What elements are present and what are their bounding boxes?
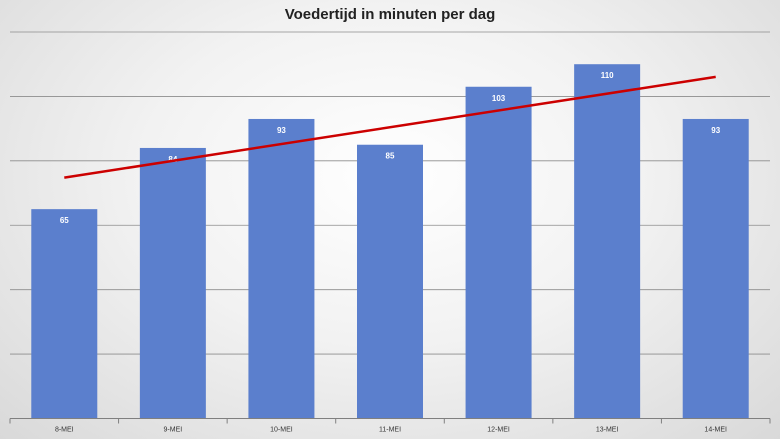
x-tick-label: 8-MEI xyxy=(55,427,74,434)
data-label: 103 xyxy=(492,94,506,103)
x-tick-label: 13-MEI xyxy=(596,427,619,434)
bar xyxy=(574,64,641,419)
bar xyxy=(465,86,532,419)
data-label: 110 xyxy=(601,71,614,80)
x-tick-label: 9-MEI xyxy=(164,427,183,434)
x-tick-label: 14-MEI xyxy=(704,427,727,434)
data-label: 85 xyxy=(386,152,395,161)
data-label: 65 xyxy=(60,216,69,225)
data-label: 93 xyxy=(277,126,286,135)
bar xyxy=(248,118,315,419)
data-label: 93 xyxy=(711,126,720,135)
chart-title: Voedertijd in minuten per dag xyxy=(284,6,496,23)
data-label: 84 xyxy=(168,155,177,164)
bar xyxy=(31,209,98,419)
bar xyxy=(357,144,423,419)
x-tick-label: 10-MEI xyxy=(270,427,293,434)
bar xyxy=(682,118,749,419)
x-tick-label: 12-MEI xyxy=(487,427,510,434)
trendline xyxy=(64,75,716,179)
bar xyxy=(139,147,206,419)
x-tick-label: 11-MEI xyxy=(379,427,401,434)
